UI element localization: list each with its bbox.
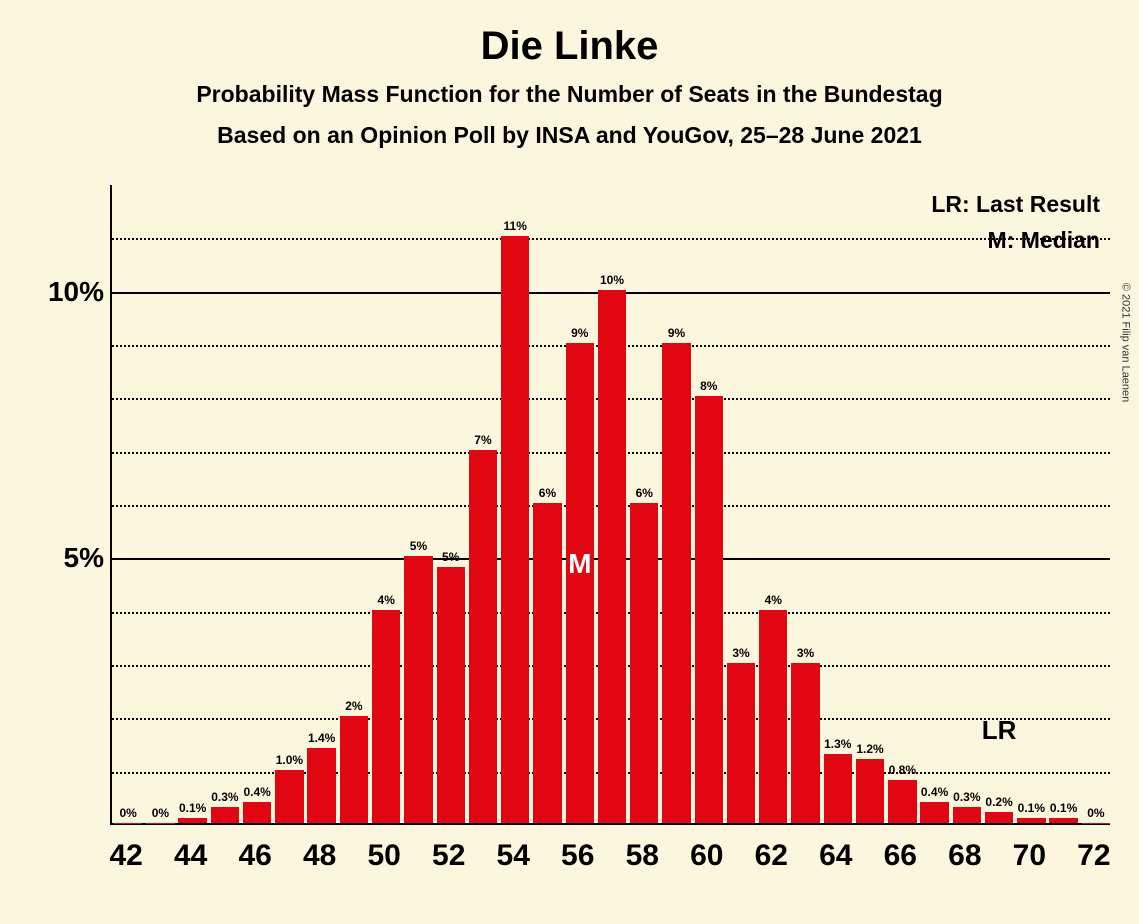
bar-label: 9% (571, 326, 588, 340)
x-axis-label: 56 (561, 839, 594, 873)
bar-label: 4% (765, 593, 782, 607)
bar-71: 0.1% (1049, 818, 1077, 823)
x-axis-label: 70 (1013, 839, 1046, 873)
bar-label: 7% (474, 433, 491, 447)
bar-51: 5% (404, 556, 432, 823)
bar-46: 0.4% (243, 802, 271, 823)
bar-label: 6% (539, 486, 556, 500)
x-axis-label: 48 (303, 839, 336, 873)
copyright-text: © 2021 Filip van Laenen (1119, 283, 1131, 402)
bar-54: 11% (501, 236, 529, 823)
x-axis-label: 44 (174, 839, 207, 873)
x-axis-label: 66 (884, 839, 917, 873)
bar-49: 2% (340, 716, 368, 823)
bar-label: 0% (119, 806, 136, 820)
bar-label: 0.1% (179, 801, 206, 815)
bar-label: 4% (378, 593, 395, 607)
bar-52: 5% (437, 567, 465, 823)
x-axis-label: 42 (109, 839, 142, 873)
bar-label: 0.2% (985, 795, 1012, 809)
bar-45: 0.3% (211, 807, 239, 823)
chart-title: Die Linke (0, 0, 1139, 69)
bar-65: 1.2% (856, 759, 884, 823)
bar-55: 6% (533, 503, 561, 823)
bar-label: 0% (1087, 806, 1104, 820)
bar-label: 5% (410, 539, 427, 553)
bar-62: 4% (759, 610, 787, 823)
plot-region: LR: Last Result M: Median 5%10% 0%0%0.1%… (110, 185, 1110, 825)
bar-label: 1.0% (276, 753, 303, 767)
bar-label: 3% (797, 646, 814, 660)
bar-label: 0.1% (1018, 801, 1045, 815)
bar-label: 5% (442, 550, 459, 564)
bar-57: 10% (598, 290, 626, 823)
bar-label: 0.3% (211, 790, 238, 804)
bar-42: 0% (114, 823, 142, 824)
bar-72: 0% (1082, 823, 1110, 824)
bar-label: 1.4% (308, 731, 335, 745)
bar-43: 0% (146, 823, 174, 824)
bar-label: 0.3% (953, 790, 980, 804)
y-axis-label: 10% (44, 276, 104, 308)
x-axis-label: 54 (497, 839, 530, 873)
median-marker: M (568, 548, 591, 580)
bar-48: 1.4% (307, 748, 335, 823)
bar-label: 1.3% (824, 737, 851, 751)
last-result-marker: LR (982, 715, 1017, 746)
chart-subtitle-2: Based on an Opinion Poll by INSA and You… (0, 122, 1139, 149)
bar-59: 9% (662, 343, 690, 823)
x-axis-label: 68 (948, 839, 981, 873)
bar-64: 1.3% (824, 754, 852, 823)
bar-47: 1.0% (275, 770, 303, 823)
x-axis-label: 62 (755, 839, 788, 873)
bar-label: 0.4% (243, 785, 270, 799)
chart-subtitle: Probability Mass Function for the Number… (0, 81, 1139, 108)
bar-label: 3% (732, 646, 749, 660)
bar-61: 3% (727, 663, 755, 823)
bar-label: 0.4% (921, 785, 948, 799)
x-axis-label: 60 (690, 839, 723, 873)
bar-label: 0% (152, 806, 169, 820)
y-axis-label: 5% (44, 542, 104, 574)
bar-label: 11% (504, 219, 527, 233)
bar-60: 8% (695, 396, 723, 823)
bar-68: 0.3% (953, 807, 981, 823)
x-axis-label: 50 (368, 839, 401, 873)
x-axis-label: 72 (1077, 839, 1110, 873)
bar-label: 10% (600, 273, 624, 287)
bar-label: 0.1% (1050, 801, 1077, 815)
x-axis-label: 58 (626, 839, 659, 873)
bar-label: 8% (700, 379, 717, 393)
bar-label: 2% (345, 699, 362, 713)
bar-50: 4% (372, 610, 400, 823)
bar-53: 7% (469, 450, 497, 823)
bar-66: 0.8% (888, 780, 916, 823)
bar-44: 0.1% (178, 818, 206, 823)
chart-area: LR: Last Result M: Median 5%10% 0%0%0.1%… (50, 185, 1110, 885)
x-axis-label: 52 (432, 839, 465, 873)
bar-label: 9% (668, 326, 685, 340)
x-axis: 42 44 46 48 50 52 54 56 58 60 62 64 66 68 70 72 (110, 827, 1110, 877)
bar-69: 0.2% (985, 812, 1013, 823)
x-axis-label: 46 (238, 839, 271, 873)
bar-label: 6% (636, 486, 653, 500)
bar-label: 0.8% (889, 763, 916, 777)
x-axis-label: 64 (819, 839, 852, 873)
bar-63: 3% (791, 663, 819, 823)
bar-56: 9% (566, 343, 594, 823)
bar-70: 0.1% (1017, 818, 1045, 823)
bar-58: 6% (630, 503, 658, 823)
bar-67: 0.4% (920, 802, 948, 823)
bars-container: 0%0%0.1%0.3%0.4%1.0%1.4%2%4%5%5%7%11%6%9… (112, 185, 1110, 823)
bar-label: 1.2% (856, 742, 883, 756)
